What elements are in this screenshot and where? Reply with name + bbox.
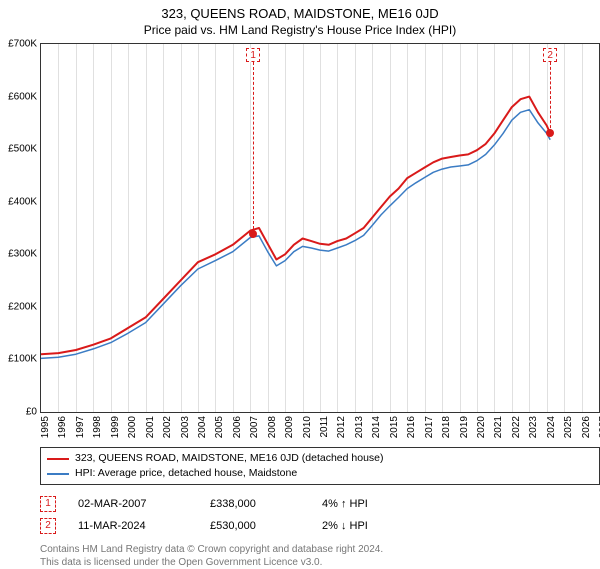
legend-series-label: 323, QUEENS ROAD, MAIDSTONE, ME16 0JD (d… bbox=[75, 451, 384, 466]
series-line-hpi bbox=[41, 110, 550, 359]
x-axis-label: 2023 bbox=[528, 416, 539, 438]
x-axis-label: 1999 bbox=[110, 416, 121, 438]
x-axis-label: 2006 bbox=[232, 416, 243, 438]
chart-title: 323, QUEENS ROAD, MAIDSTONE, ME16 0JD bbox=[0, 6, 600, 21]
transaction-marker-number: 1 bbox=[40, 496, 56, 512]
y-axis-label: £500K bbox=[8, 144, 37, 155]
x-axis-label: 2025 bbox=[563, 416, 574, 438]
x-axis-label: 2005 bbox=[214, 416, 225, 438]
transaction-date: 11-MAR-2024 bbox=[78, 520, 188, 532]
legend-swatch bbox=[47, 458, 69, 460]
chart-subtitle: Price paid vs. HM Land Registry's House … bbox=[0, 23, 600, 37]
transaction-row: 2 11-MAR-2024 £530,000 2% ↓ HPI bbox=[40, 515, 600, 537]
delta-arrow-icon: ↓ bbox=[341, 520, 347, 532]
chart-plot-area: 1995199619971998199920002001200220032004… bbox=[40, 43, 600, 413]
marker-number-box: 1 bbox=[246, 48, 260, 62]
x-axis-label: 2016 bbox=[406, 416, 417, 438]
x-axis-label: 2012 bbox=[336, 416, 347, 438]
x-axis-label: 1998 bbox=[92, 416, 103, 438]
transaction-marker-number: 2 bbox=[40, 518, 56, 534]
x-axis-label: 2014 bbox=[371, 416, 382, 438]
transaction-row: 1 02-MAR-2007 £338,000 4% ↑ HPI bbox=[40, 493, 600, 515]
y-axis-label: £100K bbox=[8, 354, 37, 365]
footer-line-1: Contains HM Land Registry data © Crown c… bbox=[40, 543, 580, 556]
footer-attribution: Contains HM Land Registry data © Crown c… bbox=[40, 543, 580, 569]
footer-line-2: This data is licensed under the Open Gov… bbox=[40, 556, 580, 569]
y-axis-label: £0 bbox=[26, 407, 37, 418]
x-axis-label: 2026 bbox=[581, 416, 592, 438]
marker-dot bbox=[546, 129, 554, 137]
x-axis-label: 2010 bbox=[302, 416, 313, 438]
legend: 323, QUEENS ROAD, MAIDSTONE, ME16 0JD (d… bbox=[40, 447, 600, 537]
x-axis-label: 2011 bbox=[319, 416, 330, 438]
chart-svg bbox=[41, 44, 599, 412]
x-axis-label: 2007 bbox=[249, 416, 260, 438]
x-axis-label: 1995 bbox=[40, 416, 51, 438]
x-axis-label: 2002 bbox=[162, 416, 173, 438]
legend-series-row: 323, QUEENS ROAD, MAIDSTONE, ME16 0JD (d… bbox=[47, 451, 593, 466]
transaction-table: 1 02-MAR-2007 £338,000 4% ↑ HPI 2 11-MAR-2024… bbox=[40, 493, 600, 537]
transaction-price: £530,000 bbox=[210, 520, 300, 532]
x-axis-label: 2022 bbox=[511, 416, 522, 438]
delta-arrow-icon: ↑ bbox=[341, 498, 347, 510]
x-axis-label: 2009 bbox=[284, 416, 295, 438]
x-axis-label: 2018 bbox=[441, 416, 452, 438]
x-axis-label: 2004 bbox=[197, 416, 208, 438]
legend-series-row: HPI: Average price, detached house, Maid… bbox=[47, 466, 593, 481]
marker-line bbox=[253, 62, 254, 234]
transaction-date: 02-MAR-2007 bbox=[78, 498, 188, 510]
x-axis-label: 2013 bbox=[354, 416, 365, 438]
x-axis-label: 2021 bbox=[493, 416, 504, 438]
x-axis-label: 2000 bbox=[127, 416, 138, 438]
y-axis-label: £700K bbox=[8, 39, 37, 50]
y-axis-label: £300K bbox=[8, 249, 37, 260]
x-axis-label: 2001 bbox=[145, 416, 156, 438]
legend-series-box: 323, QUEENS ROAD, MAIDSTONE, ME16 0JD (d… bbox=[40, 447, 600, 485]
marker-dot bbox=[249, 230, 257, 238]
x-axis-label: 2003 bbox=[180, 416, 191, 438]
legend-series-label: HPI: Average price, detached house, Maid… bbox=[75, 466, 297, 481]
x-axis-label: 2008 bbox=[267, 416, 278, 438]
x-axis-label: 2017 bbox=[424, 416, 435, 438]
marker-number-box: 2 bbox=[543, 48, 557, 62]
series-line-price_paid bbox=[41, 97, 550, 355]
transaction-delta: 2% ↓ HPI bbox=[322, 520, 368, 532]
y-axis-label: £400K bbox=[8, 196, 37, 207]
transaction-price: £338,000 bbox=[210, 498, 300, 510]
x-axis-label: 1997 bbox=[75, 416, 86, 438]
x-axis-label: 2019 bbox=[459, 416, 470, 438]
y-axis-label: £200K bbox=[8, 301, 37, 312]
marker-line bbox=[550, 62, 551, 133]
x-axis-label: 2024 bbox=[546, 416, 557, 438]
x-axis-label: 2015 bbox=[389, 416, 400, 438]
y-axis-label: £600K bbox=[8, 91, 37, 102]
legend-swatch bbox=[47, 473, 69, 475]
x-axis-label: 2020 bbox=[476, 416, 487, 438]
transaction-delta: 4% ↑ HPI bbox=[322, 498, 368, 510]
x-axis-label: 1996 bbox=[57, 416, 68, 438]
